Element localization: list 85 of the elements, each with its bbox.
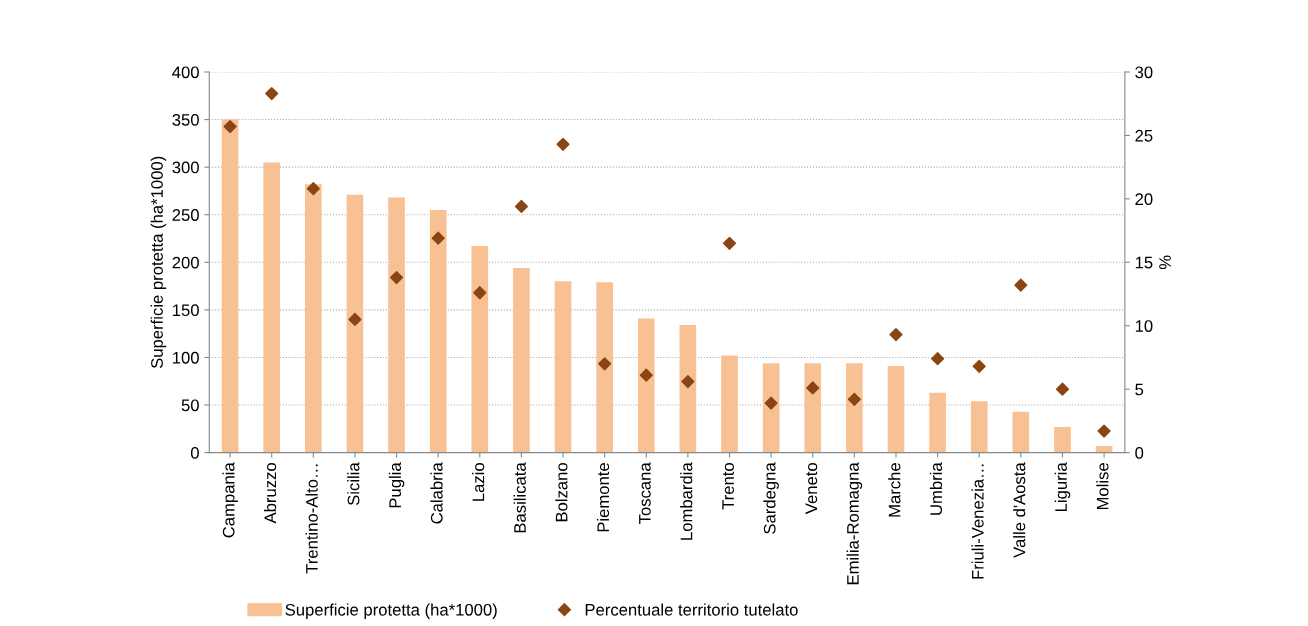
point bbox=[389, 270, 404, 285]
point bbox=[514, 199, 529, 214]
x-tick-label: Trento bbox=[722, 463, 734, 510]
point bbox=[1097, 424, 1111, 438]
y-tick-label: 0 bbox=[190, 447, 199, 459]
point bbox=[806, 381, 820, 395]
point bbox=[306, 182, 320, 196]
x-tick-label: Campania bbox=[222, 462, 238, 538]
bar bbox=[513, 268, 530, 453]
bar bbox=[429, 209, 447, 453]
point bbox=[847, 392, 861, 406]
y-tick-label: 50 bbox=[181, 399, 199, 412]
bar bbox=[305, 184, 322, 453]
x-tick-label: Liguria bbox=[1054, 462, 1071, 511]
legend-label: Superficie protetta (ha*1000) bbox=[285, 603, 497, 619]
x-tick-label: Emilia-Romagna bbox=[846, 462, 863, 585]
y2-tick-label: 5 bbox=[1135, 383, 1144, 396]
x-tick-label: Veneto bbox=[805, 463, 818, 515]
point bbox=[972, 359, 986, 373]
bar bbox=[1054, 426, 1071, 453]
x-tick-label: Marche bbox=[888, 463, 901, 517]
y-tick-label: 100 bbox=[173, 351, 199, 364]
point bbox=[722, 236, 737, 250]
point bbox=[598, 357, 612, 371]
bar bbox=[263, 162, 281, 453]
bar bbox=[846, 363, 863, 453]
x-tick-label: Piemonte bbox=[596, 463, 610, 532]
bar bbox=[637, 318, 655, 453]
y2-axis-title: % bbox=[1159, 255, 1171, 270]
point bbox=[473, 286, 487, 300]
legend-label: Percentuale territorio tutelato bbox=[585, 603, 798, 616]
bar bbox=[1012, 411, 1030, 453]
x-tick-label: Puglia bbox=[388, 462, 405, 508]
bar bbox=[721, 355, 738, 453]
x-tick-label: Abruzzo bbox=[263, 463, 277, 524]
point bbox=[265, 86, 279, 101]
x-tick-label: Umbria bbox=[929, 462, 943, 515]
bar bbox=[221, 119, 239, 453]
bar bbox=[388, 197, 405, 453]
x-tick-label: Valle d'Aosta bbox=[1013, 462, 1026, 558]
point bbox=[681, 374, 695, 389]
point bbox=[889, 328, 903, 342]
y2-tick-label: 0 bbox=[1135, 447, 1144, 459]
bar bbox=[596, 282, 613, 453]
point bbox=[431, 231, 445, 245]
bar bbox=[804, 363, 822, 453]
bar bbox=[929, 392, 946, 453]
x-tick-label: Lombardia bbox=[680, 462, 693, 540]
y2-tick-label: 30 bbox=[1135, 66, 1153, 79]
y2-tick-label: 15 bbox=[1135, 256, 1153, 269]
x-tick-label: Basilicata bbox=[513, 462, 526, 533]
x-tick-label: Friuli-Venezia… bbox=[971, 464, 984, 579]
x-tick-label: Calabria bbox=[430, 462, 443, 524]
y-axis-title: Superficie protetta (ha*1000) bbox=[150, 156, 167, 369]
y-tick-label: 350 bbox=[172, 113, 199, 126]
y-tick-label: 250 bbox=[172, 209, 199, 221]
bar bbox=[346, 194, 364, 453]
y2-tick-label: 25 bbox=[1135, 129, 1153, 142]
bar bbox=[471, 246, 489, 453]
y-tick-label: 150 bbox=[173, 304, 199, 317]
point bbox=[223, 119, 237, 134]
y-tick-label: 400 bbox=[172, 66, 199, 79]
point bbox=[556, 137, 570, 151]
x-tick-label: Bolzano bbox=[555, 463, 568, 522]
y-tick-label: 300 bbox=[172, 161, 199, 174]
bar bbox=[762, 363, 780, 453]
bar bbox=[970, 401, 988, 453]
point bbox=[764, 396, 778, 410]
bar bbox=[554, 281, 572, 453]
point bbox=[931, 352, 945, 366]
x-tick-label: Trentino-Alto… bbox=[305, 464, 318, 574]
x-tick-label: Lazio bbox=[472, 463, 485, 501]
y-tick-label: 200 bbox=[172, 256, 199, 269]
bar bbox=[679, 325, 697, 453]
point bbox=[348, 312, 362, 326]
y2-tick-label: 10 bbox=[1135, 320, 1153, 332]
point bbox=[1014, 278, 1028, 292]
y2-tick-label: 20 bbox=[1135, 193, 1153, 206]
point bbox=[1055, 382, 1070, 396]
point bbox=[639, 368, 653, 382]
x-tick-label: Toscana bbox=[639, 462, 651, 525]
x-tick-label: Sicilia bbox=[347, 462, 360, 506]
bar bbox=[887, 366, 905, 453]
x-tick-label: Molise bbox=[1096, 463, 1109, 510]
x-tick-label: Sardegna bbox=[763, 462, 779, 534]
